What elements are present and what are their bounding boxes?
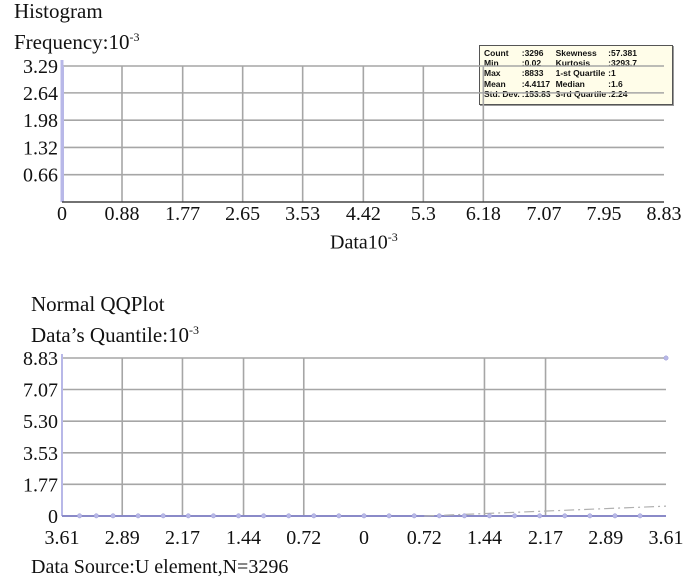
- stat-value: :57.381: [608, 48, 637, 58]
- qqplot-y-tick-label: 1.77: [23, 474, 58, 496]
- stat-label: 3-rd Quartile: [555, 88, 607, 99]
- histogram-x-tick-label: 0.88: [104, 203, 139, 225]
- statistics-row: Mean :4.4117 Median :1.6: [483, 79, 638, 89]
- histogram-x-tick-label: 4.42: [346, 203, 381, 225]
- qqplot-point: [386, 513, 392, 519]
- statistics-row: Std. Dev.:153.83 3-rd Quartile:2.24: [483, 89, 638, 99]
- stat-value: :1.6: [608, 78, 623, 89]
- qqplot-point: [160, 513, 166, 519]
- qqplot-y-tick-label: 8.83: [23, 348, 58, 370]
- qqplot-x-tick-label: 0.72: [407, 527, 442, 549]
- histogram-x-axis-title: Data10-3: [330, 231, 398, 253]
- histogram-x-tick-label: 7.95: [587, 203, 622, 225]
- stat-value: :8833: [521, 68, 544, 79]
- qqplot-point: [461, 513, 467, 519]
- stat-label: 1-st Quartile: [555, 68, 606, 79]
- qqplot-point: [210, 513, 216, 519]
- stat-label: Min: [484, 58, 499, 69]
- histogram-y-axis-title: Frequency:10-3: [14, 31, 139, 53]
- qqplot-x-tick-label: 1.44: [226, 527, 261, 549]
- qqplot-point: [110, 513, 116, 519]
- qqplot-x-tick-label: 3.61: [45, 527, 80, 549]
- histogram-y-tick-label: 1.32: [23, 137, 58, 159]
- qqplot-point: [637, 513, 643, 519]
- qqplot-x-tick-label: 0: [359, 527, 369, 549]
- qqplot-y-axis-title-text: Data’s Quantile:10: [31, 323, 190, 347]
- statistics-box: Count :3296 Skewness :57.381 Min :0.02 Kurtosi…: [479, 45, 673, 105]
- qqplot-point: [311, 513, 317, 519]
- histogram-y-tick-label: 0.66: [23, 165, 58, 187]
- statistics-row: Min :0.02 Kurtosis :3293.7: [483, 58, 638, 68]
- stat-value: :3293.7: [608, 58, 637, 69]
- qqplot-title: Normal QQPlot: [31, 292, 165, 316]
- histogram-x-tick-label: 6.18: [466, 203, 501, 225]
- qqplot-point: [411, 513, 417, 519]
- stat-value: :1: [608, 68, 616, 79]
- histogram-x-tick-label: 3.53: [285, 203, 320, 225]
- statistics-table: Count :3296 Skewness :57.381 Min :0.02 Kurtosi…: [483, 48, 638, 99]
- qqplot-y-axis-title-exponent: -3: [189, 323, 200, 337]
- histogram-x-tick-label: 1.77: [165, 203, 200, 225]
- histogram-y-tick-label: 1.98: [23, 110, 58, 132]
- qqplot-point: [663, 355, 669, 361]
- stat-value: :4.4117: [521, 78, 551, 89]
- stat-label: Std. Dev.: [484, 88, 520, 99]
- stat-value: :3296: [521, 48, 544, 58]
- stat-label: Count: [484, 48, 509, 58]
- stat-value: :0.02: [521, 58, 542, 69]
- qqplot-y-axis-title: Data’s Quantile:10-3: [31, 324, 199, 346]
- qqplot-point: [537, 513, 543, 519]
- qqplot-point: [612, 513, 618, 519]
- qqplot-y-tick-label: 5.30: [23, 411, 58, 433]
- stat-value: :2.24: [608, 88, 628, 99]
- stat-label: Mean: [484, 78, 506, 89]
- qqplot-point: [185, 513, 191, 519]
- qqplot-x-tick-label: 0.72: [286, 527, 321, 549]
- qqplot-x-tick-label: 2.17: [528, 527, 563, 549]
- qqplot-x-tick-label: 2.89: [105, 527, 140, 549]
- histogram-y-axis-title-text: Frequency:10: [14, 30, 130, 54]
- histogram-x-axis-title-text: Data10: [330, 231, 388, 254]
- stat-label: Kurtosis: [555, 58, 591, 69]
- stat-label: Median: [555, 78, 585, 89]
- qqplot-x-tick-label: 2.89: [588, 527, 623, 549]
- qqplot-point: [236, 513, 241, 519]
- qqplot-x-tick-label: 1.44: [467, 527, 502, 549]
- qqplot-y-tick-label: 7.07: [23, 379, 58, 401]
- qqplot-x-tick-label: 3.61: [649, 527, 684, 549]
- qqplot-point: [135, 513, 141, 519]
- histogram-x-tick-label: 0: [57, 203, 67, 225]
- qqplot-point: [587, 513, 593, 519]
- statistics-row: Max :8833 1-st Quartile:1: [483, 68, 638, 78]
- qqplot-point: [336, 513, 342, 519]
- data-source-footer: Data Source:U element,N=3296: [31, 556, 289, 578]
- qqplot-point: [487, 513, 492, 519]
- histogram-y-tick-label: 3.29: [23, 56, 58, 78]
- histogram-y-axis-title-exponent: -3: [129, 30, 140, 44]
- qqplot-point: [261, 513, 267, 519]
- qqplot-point: [286, 513, 292, 519]
- histogram-x-tick-label: 8.83: [647, 203, 682, 225]
- qqplot-point: [361, 513, 367, 519]
- qqplot-point: [562, 513, 568, 519]
- qqplot-y-tick-label: 3.53: [23, 443, 58, 465]
- stat-label: Skewness: [555, 48, 597, 58]
- qqplot-point: [436, 513, 442, 519]
- statistics-row: Count :3296 Skewness :57.381: [483, 48, 638, 58]
- histogram-x-tick-label: 7.07: [527, 203, 562, 225]
- stat-value: :153.83: [521, 88, 551, 99]
- stat-label: Max: [484, 68, 501, 79]
- qqplot-y-tick-label: 0: [48, 506, 58, 528]
- qqplot-point: [512, 513, 518, 519]
- histogram-x-tick-label: 2.65: [225, 203, 260, 225]
- histogram-x-axis-title-exponent: -3: [387, 230, 398, 244]
- qqplot-point: [93, 513, 99, 519]
- histogram-title: Histogram: [14, 0, 103, 23]
- qqplot-point: [77, 513, 83, 519]
- histogram-y-tick-label: 2.64: [23, 83, 58, 105]
- qqplot-x-tick-label: 2.17: [165, 527, 200, 549]
- histogram-x-tick-label: 5.3: [411, 203, 436, 225]
